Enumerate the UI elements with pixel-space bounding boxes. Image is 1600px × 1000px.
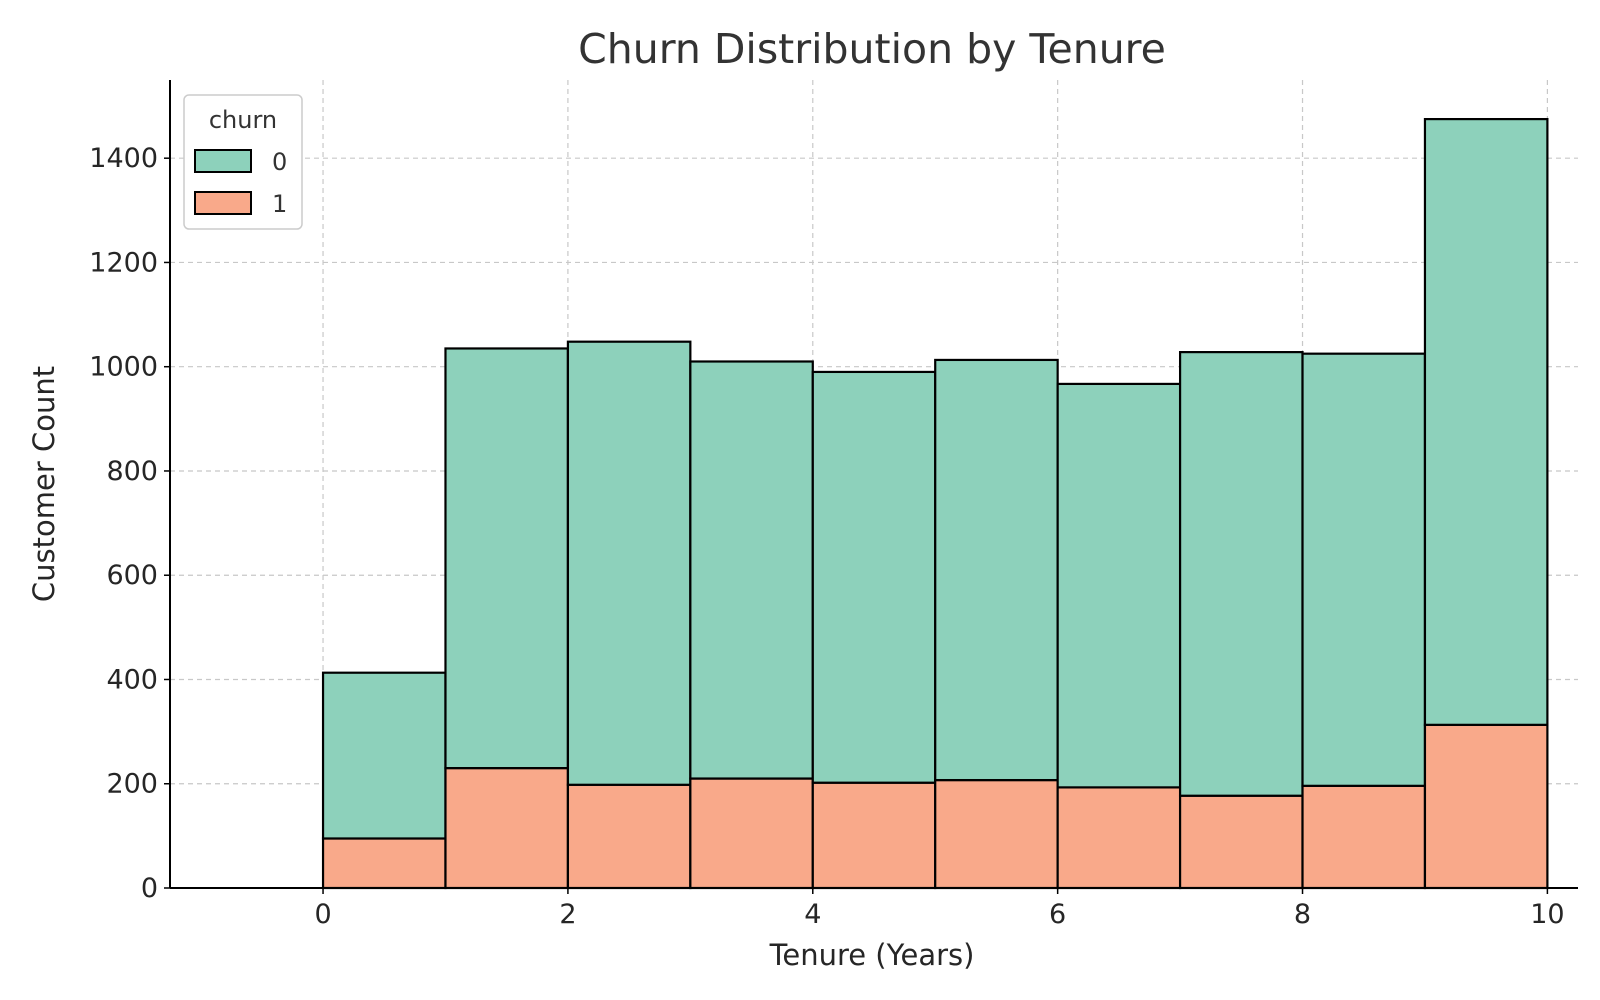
bar-churn-1-bin-2 xyxy=(566,783,692,890)
bars xyxy=(321,117,1549,890)
bar-churn-0-bin-9 xyxy=(1423,117,1549,726)
bar-churn-0-bin-0 xyxy=(321,671,447,840)
bar-churn-1-bin-9 xyxy=(1423,723,1549,890)
x-tick-label-4: 8 xyxy=(1294,899,1311,930)
bar-churn-1-bin-7 xyxy=(1178,794,1304,890)
x-tick-label-0: 0 xyxy=(314,899,331,930)
axes xyxy=(169,80,1578,889)
bar-churn-0-bin-6 xyxy=(1056,382,1182,789)
legend-label-1: 1 xyxy=(272,190,287,218)
y-tick-labels: 0 200 400 600 800 1000 1200 1400 xyxy=(89,143,170,904)
x-axis-label: Tenure (Years) xyxy=(769,938,975,972)
x-tick-label-2: 4 xyxy=(804,899,821,930)
bar-churn-0-bin-8 xyxy=(1301,352,1427,787)
y-tick-label-5: 1000 xyxy=(89,352,158,383)
y-tick-label-0: 0 xyxy=(141,873,158,904)
y-tick-label-1: 200 xyxy=(106,769,158,800)
bar-churn-1-bin-8 xyxy=(1301,784,1427,890)
x-tick-label-5: 10 xyxy=(1530,899,1564,930)
bar-churn-1-bin-3 xyxy=(689,777,814,890)
bar-churn-1-bin-6 xyxy=(1056,786,1182,890)
chart-title: Churn Distribution by Tenure xyxy=(578,25,1166,73)
bar-churn-1-bin-1 xyxy=(444,767,570,890)
bar-churn-0-bin-5 xyxy=(934,358,1059,782)
legend-label-0: 0 xyxy=(272,148,287,176)
bar-churn-0-bin-4 xyxy=(811,370,937,784)
legend: churn 0 1 xyxy=(183,94,303,230)
bar-churn-0-bin-7 xyxy=(1178,351,1304,797)
y-tick-label-6: 1200 xyxy=(89,247,158,278)
bar-churn-0-bin-3 xyxy=(689,360,814,780)
legend-swatch-0 xyxy=(194,149,252,173)
x-tick-label-3: 6 xyxy=(1049,899,1066,930)
bar-churn-1-bin-5 xyxy=(934,778,1059,890)
y-tick-label-3: 600 xyxy=(106,560,158,591)
bar-churn-0-bin-2 xyxy=(566,340,692,786)
y-axis-label: Customer Count xyxy=(27,366,61,602)
bar-churn-1-bin-0 xyxy=(321,837,447,890)
x-tick-label-1: 2 xyxy=(559,899,576,930)
y-tick-label-7: 1400 xyxy=(89,143,158,174)
bar-churn-1-bin-4 xyxy=(811,781,937,890)
y-tick-label-4: 800 xyxy=(106,456,158,487)
legend-title: churn xyxy=(209,106,277,134)
y-tick-label-2: 400 xyxy=(106,664,158,695)
bar-churn-0-bin-1 xyxy=(444,347,570,770)
legend-swatch-1 xyxy=(194,191,252,215)
x-tick-labels: 0 2 4 6 8 10 xyxy=(314,888,1565,930)
